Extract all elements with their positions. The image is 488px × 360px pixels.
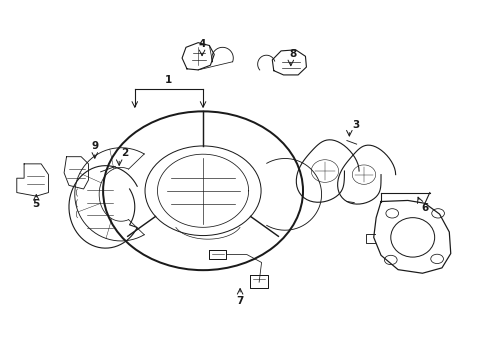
Text: 1: 1 [165,75,172,85]
Text: 8: 8 [289,49,296,59]
Text: 6: 6 [421,203,427,213]
Text: 7: 7 [236,296,244,306]
Text: 4: 4 [198,39,205,49]
Text: 3: 3 [351,120,359,130]
Text: 2: 2 [121,148,128,158]
Text: 5: 5 [33,199,40,210]
Text: 9: 9 [91,141,98,151]
